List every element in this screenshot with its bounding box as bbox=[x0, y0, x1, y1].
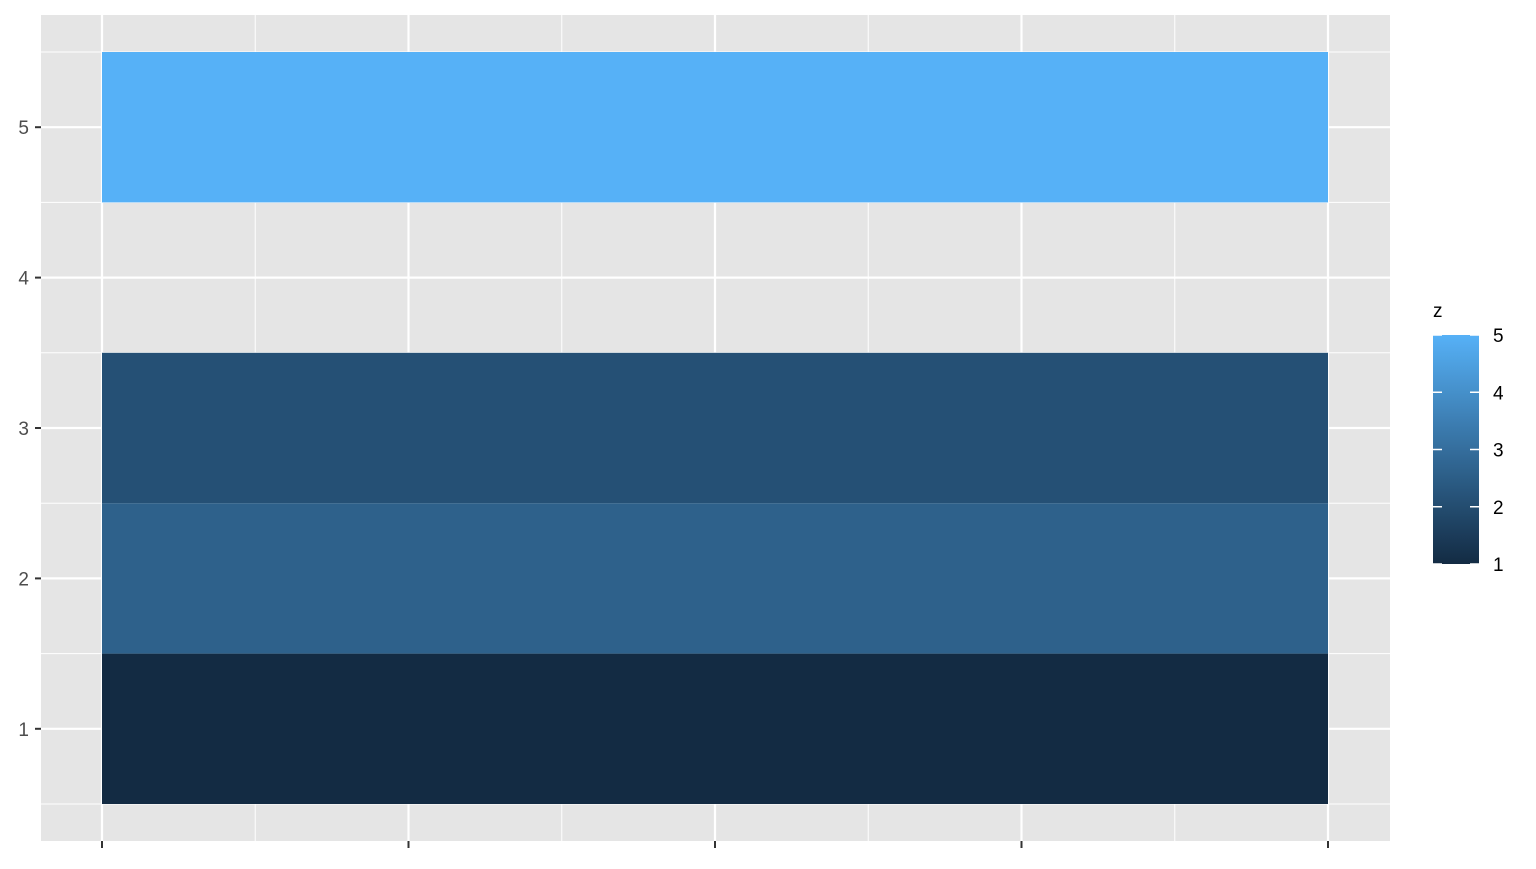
y-tick-label: 4 bbox=[18, 269, 29, 290]
y-tick-label: 3 bbox=[18, 419, 29, 440]
legend-label: 1 bbox=[1493, 555, 1504, 576]
y-tick-label: 1 bbox=[18, 720, 29, 741]
heatmap-tile-y3 bbox=[102, 352, 1328, 504]
legend: z 5 4 3 2 1 bbox=[1433, 301, 1504, 576]
legend-label: 4 bbox=[1493, 383, 1504, 404]
heatmap-tile-y1 bbox=[102, 653, 1328, 804]
legend-label: 2 bbox=[1493, 498, 1504, 519]
heatmap-tile-y2 bbox=[102, 503, 1328, 654]
heatmap-tile-y5 bbox=[102, 52, 1328, 203]
legend-label: 5 bbox=[1493, 326, 1504, 347]
heatmap-tiles bbox=[102, 52, 1328, 804]
y-tick-label: 2 bbox=[18, 569, 29, 590]
legend-label: 3 bbox=[1493, 441, 1504, 462]
y-tick-label: 5 bbox=[18, 118, 29, 139]
legend-title: z bbox=[1433, 301, 1443, 322]
axes: 1 2 3 4 5 bbox=[18, 118, 1329, 848]
